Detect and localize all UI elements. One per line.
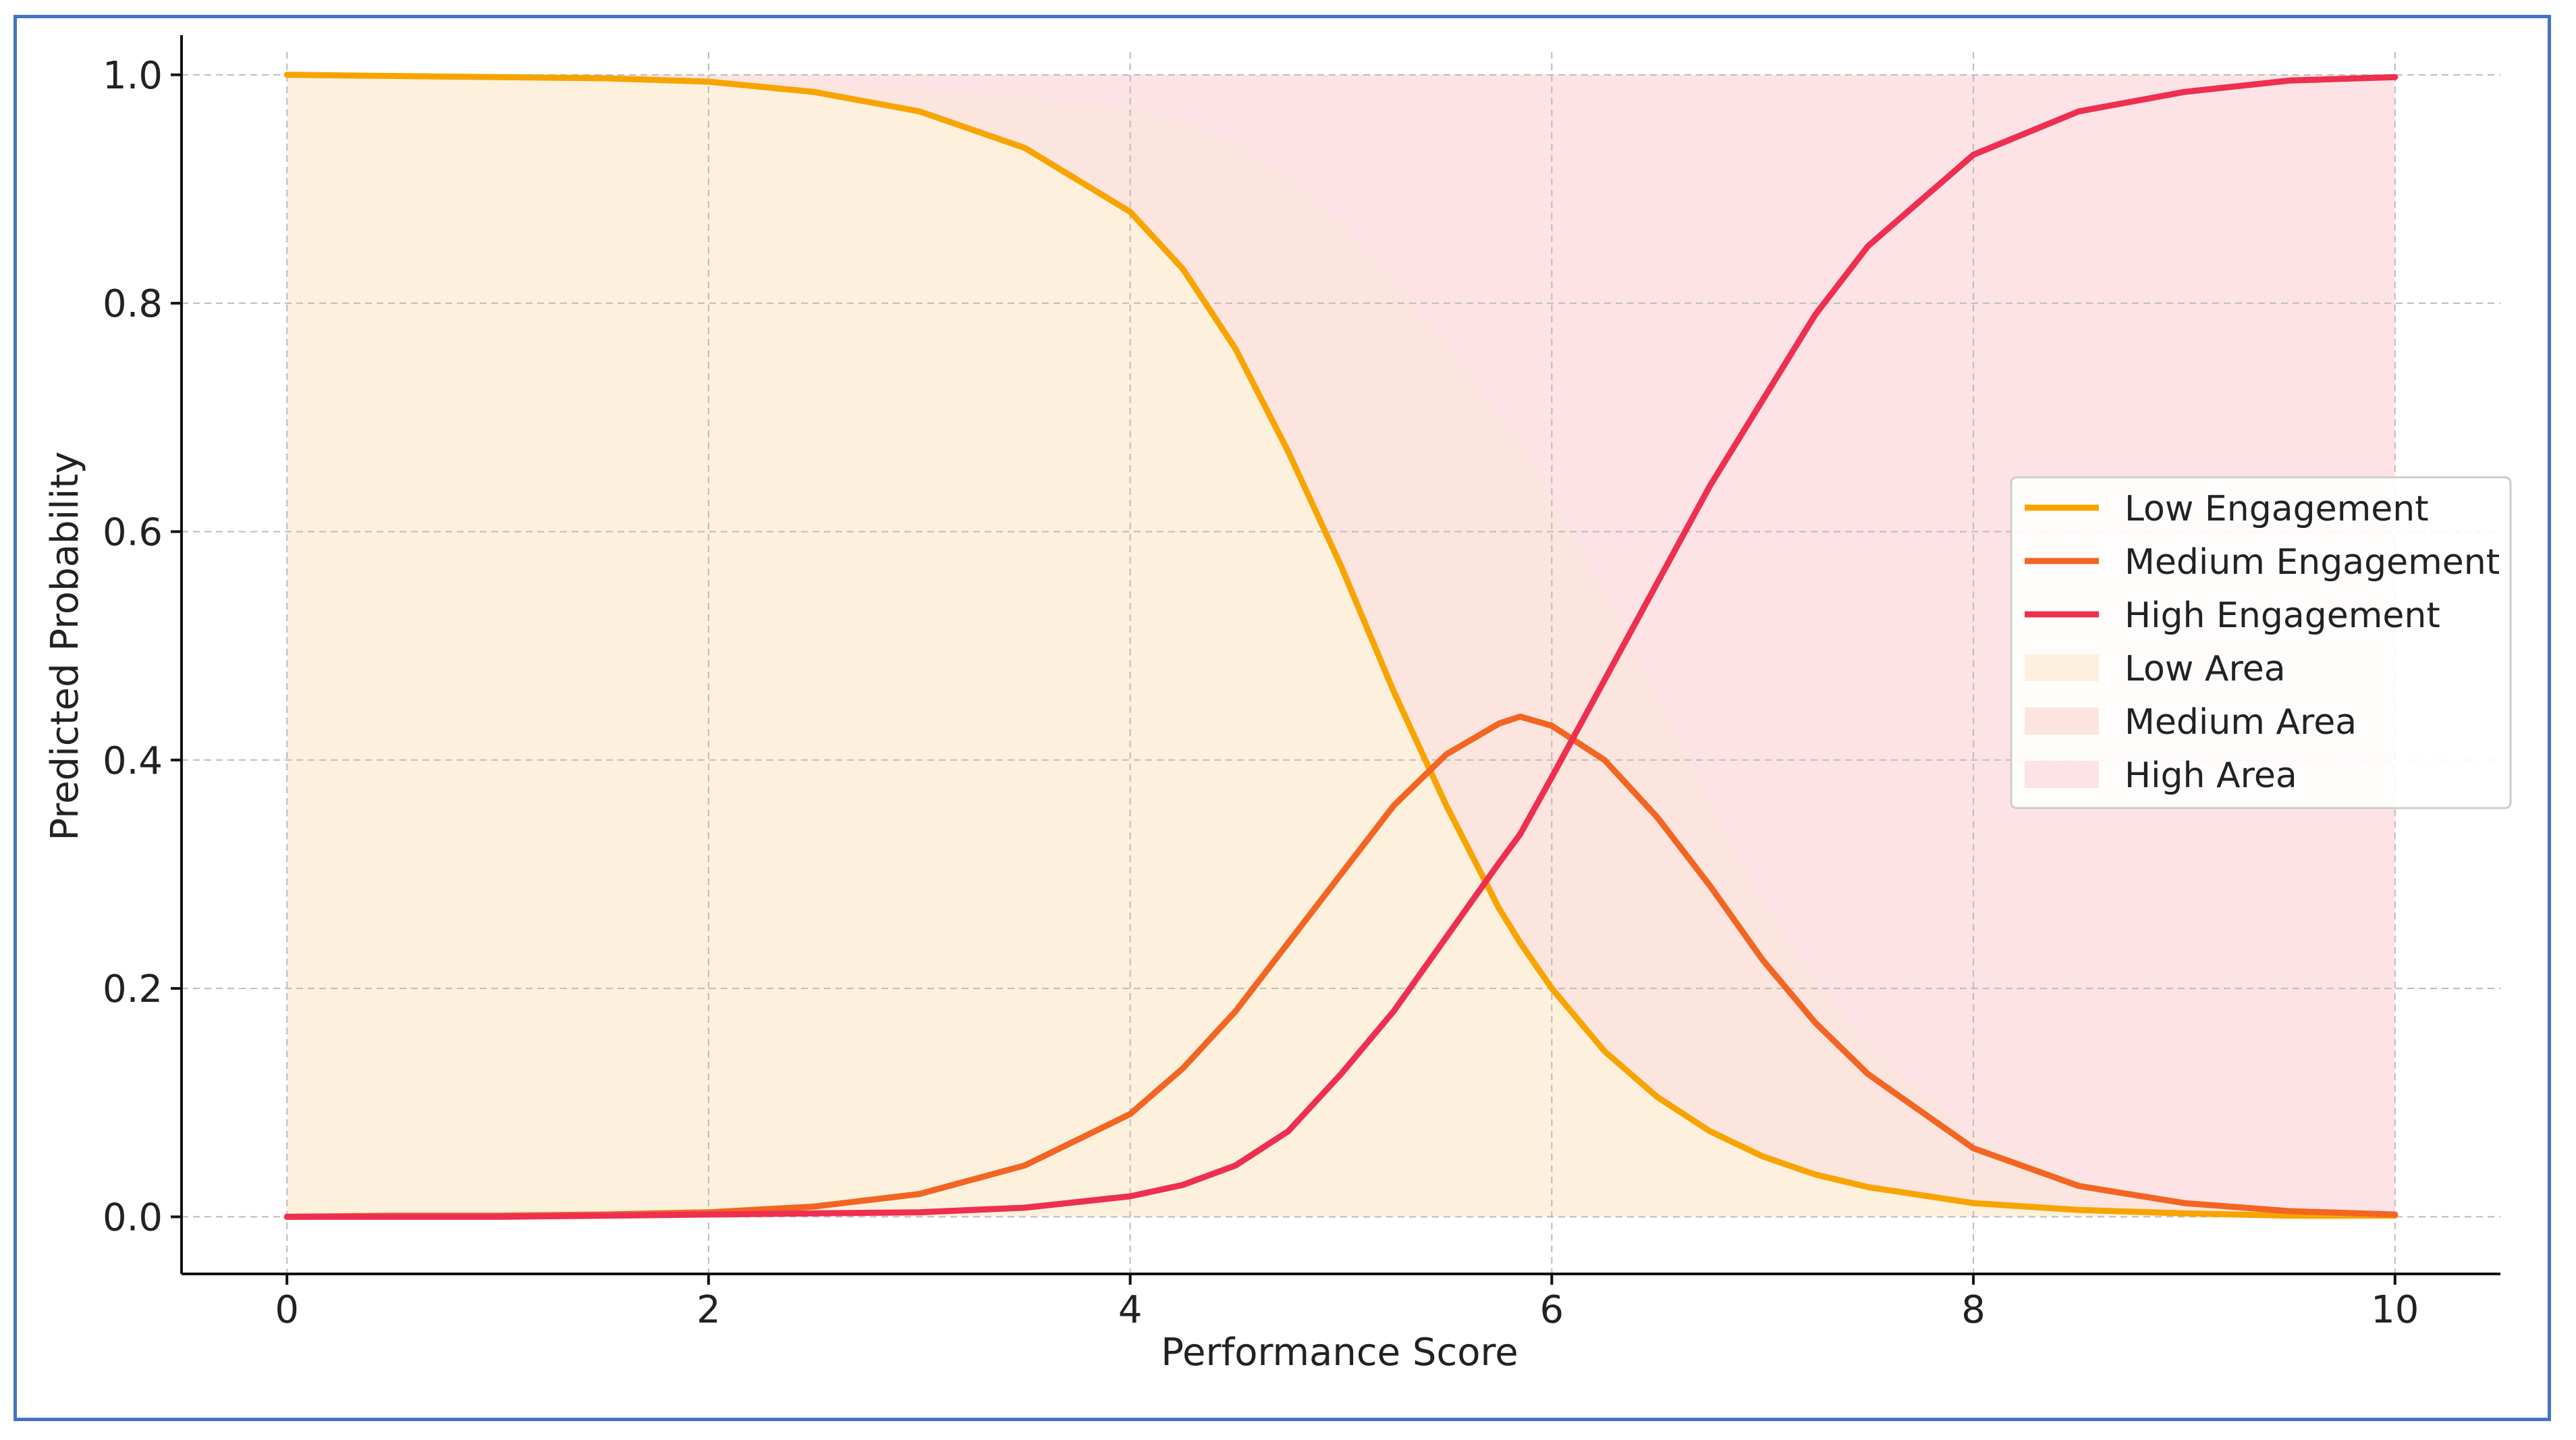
x-tick-label: 0 (275, 1288, 299, 1332)
x-tick-label: 2 (696, 1288, 721, 1332)
tick-labels: 0 2 4 6 8 10 0.0 0.2 0.4 0.6 0.8 1.0 (103, 54, 2419, 1332)
axes (180, 35, 2500, 1275)
x-tick-label: 10 (2371, 1288, 2419, 1332)
y-tick-label: 0.6 (103, 510, 163, 554)
legend-swatch-medium-area (2025, 708, 2099, 735)
x-axis-label: Performance Score (1161, 1331, 1518, 1375)
legend-label-high-area: High Area (2125, 755, 2297, 796)
probability-chart: 0 2 4 6 8 10 0.0 0.2 0.4 0.6 0.8 1.0 Performance Sc… (43, 35, 2512, 1375)
series-lines (283, 72, 2399, 1220)
y-tick-label: 0.0 (103, 1196, 163, 1239)
low-engagement-line (283, 72, 2399, 1219)
y-tick-label: 0.2 (103, 967, 163, 1011)
x-tick-label: 6 (1540, 1288, 1564, 1332)
legend-label-medium-engagement: Medium Engagement (2125, 542, 2500, 583)
x-tick-label: 8 (1961, 1288, 1985, 1332)
y-tick-label: 1.0 (103, 54, 163, 98)
legend: Low Engagement Medium Engagement High Enga… (2010, 476, 2512, 809)
y-axis-label: Predicted Probability (43, 452, 87, 841)
low-area-fill (287, 74, 2395, 1217)
legend-label-medium-area: Medium Area (2125, 702, 2357, 743)
chart-frame: 0 2 4 6 8 10 0.0 0.2 0.4 0.6 0.8 1.0 Performance Sc… (13, 15, 2551, 1421)
medium-engagement-line (283, 714, 2399, 1220)
high-engagement-line (283, 74, 2399, 1220)
legend-label-low-area: Low Area (2125, 649, 2286, 689)
high-area-fill (287, 74, 2395, 1214)
legend-label-high-engagement: High Engagement (2125, 595, 2440, 636)
legend-swatch-high-area (2025, 761, 2099, 788)
y-tick-label: 0.4 (103, 739, 163, 783)
legend-swatch-low-area (2025, 654, 2099, 681)
legend-label-low-engagement: Low Engagement (2125, 489, 2429, 529)
legend-box (2010, 476, 2512, 809)
x-tick-label: 4 (1118, 1288, 1143, 1332)
y-tick-label: 0.8 (103, 282, 163, 326)
